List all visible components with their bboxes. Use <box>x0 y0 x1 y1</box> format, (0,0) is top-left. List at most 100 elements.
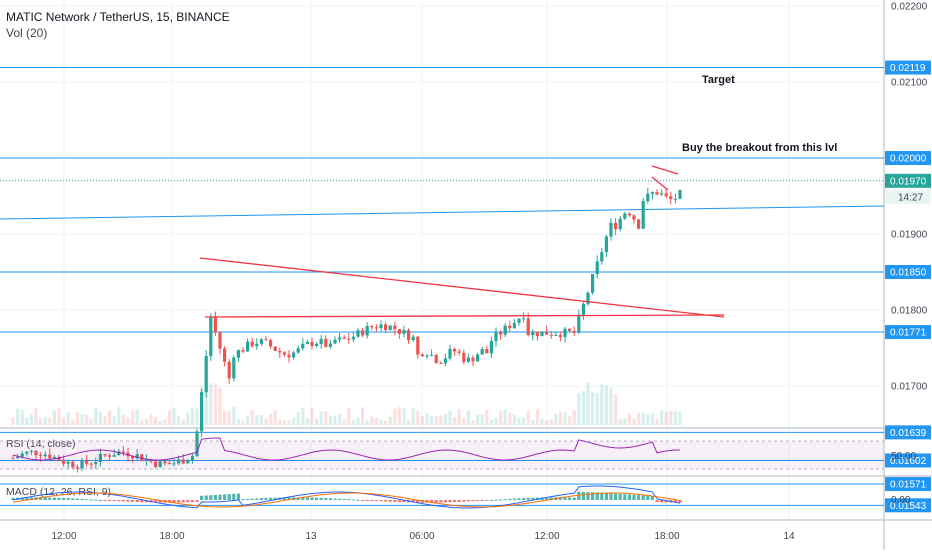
volume-bar <box>278 419 282 425</box>
macd-histogram-bar <box>374 500 378 501</box>
volume-bar <box>531 419 535 425</box>
level-price-tag-4 <box>885 425 931 440</box>
candle-body <box>480 349 484 355</box>
volume-bar <box>29 414 33 425</box>
volume-bar <box>526 410 530 425</box>
candle-body <box>319 338 323 344</box>
macd-histogram-bar <box>209 495 213 500</box>
macd-histogram-bar <box>600 492 604 500</box>
volume-bar <box>508 412 512 425</box>
macd-histogram-bar <box>269 497 273 500</box>
candle-body <box>637 219 641 229</box>
macd-histogram-bar <box>641 495 645 500</box>
volume-bar <box>466 410 470 425</box>
candle-body <box>278 350 282 353</box>
candle-body <box>351 336 355 340</box>
price-tick-0: 0.02200 <box>891 2 928 13</box>
candle-body <box>489 341 493 354</box>
volume-bar <box>443 413 447 425</box>
candle-body <box>365 326 369 336</box>
volume-bar <box>489 419 493 425</box>
level-price-tag-label-1: 0.02000 <box>890 154 927 165</box>
macd-histogram-bar <box>512 498 516 500</box>
candle-body <box>618 218 622 230</box>
macd-histogram-bar <box>218 494 222 500</box>
volume-bar <box>255 415 259 425</box>
candle-body <box>158 461 162 467</box>
volume-bar <box>149 414 153 425</box>
volume-bar <box>457 408 461 425</box>
volume-bar <box>462 417 466 425</box>
macd-histogram-bar <box>365 500 369 501</box>
volume-bar <box>655 419 659 425</box>
candle-body <box>370 326 374 328</box>
candle-body <box>614 222 618 230</box>
volume-bar <box>112 415 116 425</box>
macd-histogram-bar <box>443 500 447 503</box>
volume-bar <box>269 413 273 425</box>
volume-bar <box>163 419 167 425</box>
candle-body <box>75 467 79 469</box>
candle-body <box>25 451 29 454</box>
macd-histogram-bar <box>462 500 466 502</box>
candle-body <box>453 348 457 352</box>
candle-body <box>448 348 452 359</box>
candle-body <box>517 318 521 323</box>
macd-histogram-bar <box>121 500 125 502</box>
candle-body <box>305 341 309 344</box>
volume-bar <box>223 410 227 425</box>
candle-body <box>66 461 70 464</box>
candle-body <box>181 459 185 464</box>
volume-bar <box>641 412 645 425</box>
candle-body <box>591 273 595 293</box>
volume-bar <box>572 410 576 425</box>
macd-histogram-bar <box>259 498 263 500</box>
volume-bar <box>94 407 98 425</box>
volume-bar <box>540 418 544 425</box>
macd-histogram-bar <box>356 499 360 501</box>
volume-bar <box>448 410 452 425</box>
volume-bar <box>374 417 378 425</box>
volume-bar <box>618 418 622 425</box>
volume-bar <box>425 413 429 425</box>
macd-histogram-bar <box>623 494 627 500</box>
candle-body <box>94 461 98 464</box>
volume-bar <box>535 408 539 425</box>
macd-histogram-bar <box>186 500 190 503</box>
candle-body <box>604 236 608 253</box>
time-tick-5: 18:00 <box>654 531 679 542</box>
volume-bar <box>43 417 47 425</box>
macd-histogram-bar <box>347 499 351 501</box>
macd-histogram-bar <box>457 500 461 502</box>
candle-body <box>315 343 319 346</box>
candle-body <box>186 460 190 464</box>
volume-bar <box>384 420 388 425</box>
volume-bar <box>407 420 411 425</box>
volume-bar <box>650 413 654 425</box>
macd-histogram-bar <box>154 500 158 503</box>
volume-bar <box>236 418 240 425</box>
volume-bar <box>646 413 650 425</box>
volume-bar <box>600 384 604 425</box>
macd-histogram-bar <box>75 498 79 500</box>
volume-bar <box>39 418 43 425</box>
macd-histogram-bar <box>98 499 102 501</box>
macd-histogram-bar <box>287 497 291 500</box>
candle-body <box>292 352 296 358</box>
macd-histogram-bar <box>384 500 388 502</box>
macd-histogram-bar <box>572 497 576 500</box>
volume-bar <box>673 411 677 425</box>
macd-histogram-bar <box>236 493 240 500</box>
volume-bar <box>545 420 549 425</box>
volume-bar <box>430 416 434 425</box>
candle-body <box>471 357 475 362</box>
macd-histogram-bar <box>200 495 204 500</box>
macd-histogram-bar <box>167 500 171 503</box>
candle-body <box>135 454 139 459</box>
macd-histogram-bar <box>190 500 194 503</box>
candle-body <box>407 330 411 341</box>
volume-bar <box>140 420 144 425</box>
macd-histogram-bar <box>402 500 406 503</box>
